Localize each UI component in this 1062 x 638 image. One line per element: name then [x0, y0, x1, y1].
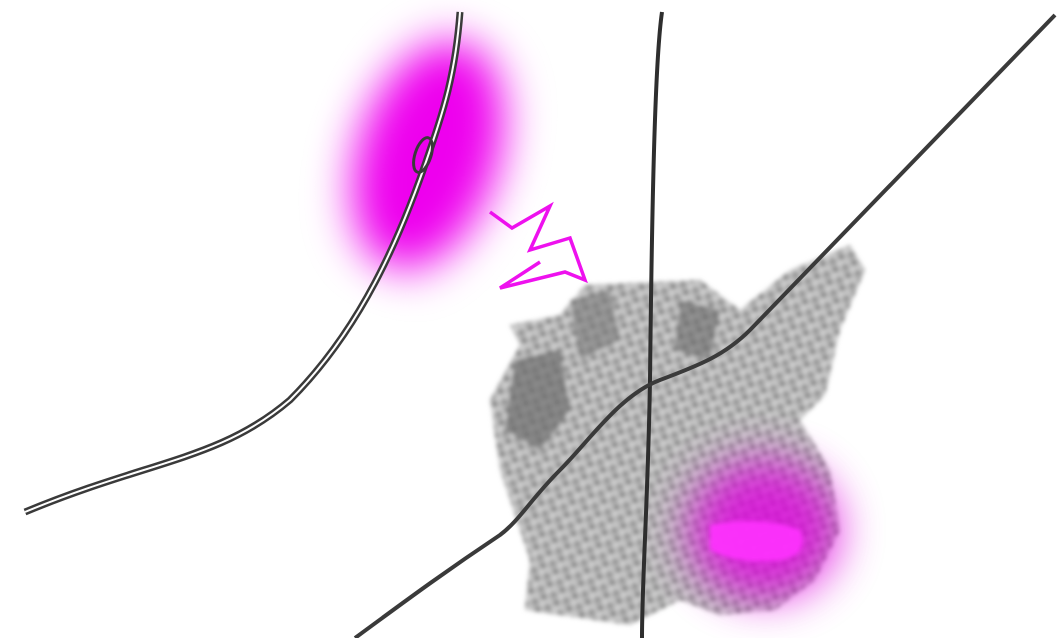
- signal-symbol: [488, 201, 588, 290]
- road: [640, 11, 664, 638]
- highway: [23, 11, 464, 516]
- road: [353, 13, 1057, 638]
- highlight-core: [710, 521, 803, 562]
